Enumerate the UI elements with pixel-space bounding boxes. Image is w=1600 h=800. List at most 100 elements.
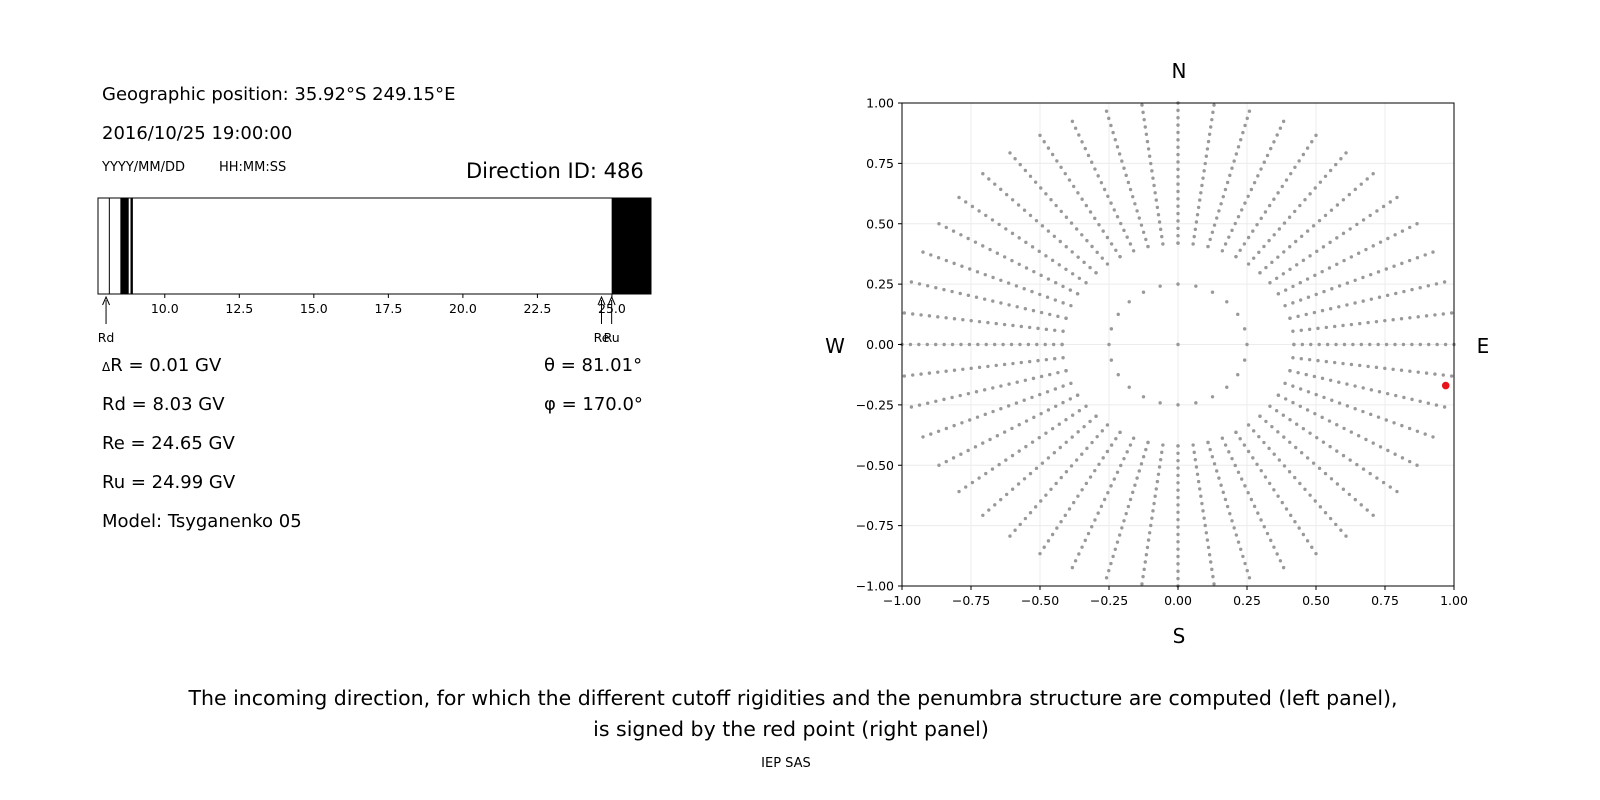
- direction-point: [1093, 468, 1097, 473]
- direction-point: [1073, 559, 1078, 563]
- direction-point: [1125, 235, 1129, 239]
- direction-point: [999, 497, 1003, 502]
- direction-point: [1122, 519, 1126, 523]
- direction-point: [1345, 382, 1349, 386]
- direction-point: [1176, 532, 1180, 537]
- direction-point: [927, 314, 932, 318]
- direction-point: [1143, 560, 1147, 564]
- direction-point: [1240, 477, 1244, 481]
- direction-point: [1277, 458, 1282, 462]
- direction-point: [937, 463, 941, 467]
- direction-point: [1332, 360, 1337, 365]
- sky-points: [900, 101, 1456, 588]
- direction-point: [1427, 342, 1431, 347]
- direction-point: [991, 409, 995, 414]
- direction-point: [902, 374, 907, 378]
- direction-point: [1293, 520, 1297, 524]
- direction-point: [1176, 473, 1180, 478]
- x-tick-label: 0.25: [1233, 593, 1261, 608]
- direction-point: [1267, 446, 1271, 451]
- bar-frame: [97, 197, 652, 295]
- direction-point: [984, 213, 988, 218]
- direction-point: [968, 267, 972, 271]
- direction-point: [1094, 271, 1098, 275]
- direction-point: [1393, 233, 1397, 237]
- direction-point: [1267, 481, 1272, 486]
- direction-point: [961, 367, 965, 371]
- direction-point: [1082, 424, 1086, 429]
- direction-point: [1298, 298, 1303, 302]
- direction-point: [1176, 444, 1180, 448]
- direction-point: [1228, 511, 1232, 516]
- direction-point: [1176, 189, 1180, 194]
- direction-point: [1313, 273, 1317, 278]
- direction-point: [1288, 440, 1292, 444]
- direction-point: [974, 295, 979, 299]
- direction-point: [1361, 218, 1366, 222]
- direction-point: [1374, 319, 1379, 324]
- direction-point: [1251, 456, 1255, 460]
- direction-point: [994, 363, 998, 368]
- direction-point: [1359, 503, 1363, 507]
- direction-point: [1061, 356, 1065, 360]
- direction-point: [1201, 509, 1205, 513]
- direction-point: [1313, 499, 1317, 503]
- x-tick-label: 0.75: [1371, 593, 1399, 608]
- direction-point: [987, 177, 991, 181]
- direction-point: [1257, 250, 1261, 255]
- direction-point: [1059, 165, 1063, 169]
- direction-point: [1270, 260, 1274, 265]
- direction-point: [1075, 292, 1080, 296]
- direction-point: [1289, 171, 1293, 176]
- direction-point: [991, 275, 995, 280]
- direction-point: [1280, 500, 1284, 505]
- direction-point: [1016, 482, 1021, 486]
- direction-point: [1327, 266, 1332, 270]
- direction-point: [1402, 289, 1406, 294]
- direction-point: [1400, 229, 1405, 233]
- direction-point: [925, 342, 929, 347]
- direction-point: [1359, 342, 1364, 347]
- direction-point: [981, 441, 985, 445]
- direction-point: [999, 278, 1003, 282]
- direction-point: [1039, 273, 1043, 278]
- direction-point: [1151, 176, 1155, 180]
- direction-point: [1006, 281, 1011, 285]
- bar-tick-label: 22.5: [523, 301, 551, 316]
- direction-point: [1293, 209, 1297, 214]
- direction-point: [1023, 307, 1028, 311]
- compass-west: W: [825, 334, 845, 358]
- direction-point: [1210, 117, 1214, 122]
- direction-point: [1191, 443, 1195, 447]
- direction-point: [969, 366, 973, 371]
- direction-point: [1024, 444, 1028, 449]
- direction-point: [1208, 237, 1212, 242]
- direction-point: [1239, 547, 1243, 551]
- direction-point: [1368, 471, 1372, 476]
- direction-point: [1176, 525, 1180, 529]
- direction-point: [1246, 449, 1251, 454]
- direction-point: [1176, 569, 1180, 573]
- direction-point: [1019, 360, 1024, 365]
- direction-point: [1243, 123, 1247, 128]
- direction-point: [1046, 277, 1051, 281]
- direction-point: [1046, 146, 1051, 150]
- direction-point: [1236, 470, 1241, 474]
- direction-point: [1418, 286, 1422, 290]
- direction-point: [1094, 414, 1098, 418]
- direction-point: [1210, 230, 1215, 234]
- direction-point: [1256, 174, 1260, 178]
- direction-point: [1007, 303, 1011, 307]
- direction-point: [1176, 466, 1180, 470]
- direction-point: [1385, 293, 1390, 298]
- direction-point: [1269, 146, 1273, 151]
- direction-point: [1140, 582, 1144, 586]
- direction-point: [1176, 576, 1180, 581]
- direction-point: [999, 384, 1003, 388]
- forbidden-band-2: [611, 198, 651, 294]
- direction-point: [1371, 172, 1375, 176]
- direction-point: [1247, 109, 1252, 113]
- direction-point: [1176, 342, 1180, 347]
